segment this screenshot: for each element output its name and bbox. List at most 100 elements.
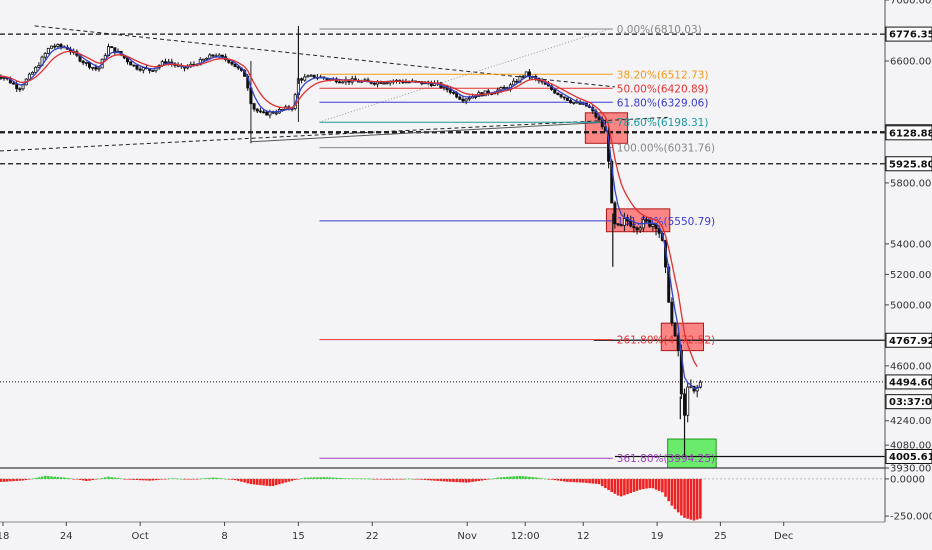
osc-bar [512, 476, 515, 479]
osc-bar [138, 478, 142, 481]
candle-body [113, 47, 117, 54]
osc-bar [47, 476, 50, 479]
candle-body [515, 80, 519, 83]
osc-bar [455, 478, 458, 483]
candle-body [651, 224, 655, 227]
osc-bar [404, 478, 408, 480]
osc-bar [179, 478, 183, 480]
osc-bar [154, 478, 158, 481]
osc-bar [40, 476, 44, 479]
candle-body [163, 61, 167, 64]
osc-bar [202, 478, 205, 480]
candle-body [141, 67, 145, 71]
osc-bar [407, 478, 411, 480]
osc-bar [281, 478, 284, 484]
y-tick-label: 5800.00 [890, 178, 931, 189]
moving-averages-layer [0, 46, 701, 389]
y-tick-label: 6600.00 [890, 56, 931, 67]
price-tag-label: 4005.61 [889, 452, 932, 463]
candle-body [50, 45, 54, 49]
osc-bar [689, 478, 693, 520]
osc-bar [411, 478, 414, 480]
osc-bar [221, 478, 224, 480]
osc-bar [157, 478, 161, 480]
osc-bar [100, 478, 104, 479]
candle-body [521, 75, 525, 78]
candle-body [265, 111, 269, 116]
candle-body [2, 77, 6, 79]
osc-bar [145, 478, 148, 481]
osc-bar [151, 478, 155, 481]
candle-body [34, 66, 38, 73]
y-tick-label: 4240.00 [890, 416, 931, 427]
osc-bar [417, 478, 420, 480]
osc-bar [509, 476, 512, 479]
osc-bar [629, 478, 633, 494]
candle-body [27, 73, 31, 80]
osc-bar [420, 478, 424, 480]
candle-body [81, 60, 85, 64]
osc-bar [309, 477, 313, 479]
osc-bar [252, 478, 256, 485]
candle-body [673, 322, 677, 337]
osc-bar [515, 476, 519, 479]
candle-body [312, 74, 316, 78]
osc-bar [661, 478, 664, 493]
osc-bar [53, 476, 56, 479]
osc-bar [24, 478, 28, 480]
osc-bar [585, 478, 588, 483]
osc-bar [392, 478, 395, 480]
candle-body [467, 97, 471, 100]
osc-bar [452, 478, 455, 482]
osc-bar [142, 478, 145, 481]
osc-bar [642, 478, 645, 490]
candle-body [56, 44, 60, 47]
osc-bar [468, 478, 471, 483]
osc-bar [195, 478, 199, 480]
osc-bar [107, 476, 110, 479]
osc-bar [217, 478, 221, 479]
candle-body [338, 81, 342, 84]
osc-bar [699, 478, 702, 519]
osc-bar [62, 477, 66, 479]
candle-body [645, 219, 649, 222]
candle-body [233, 63, 237, 68]
fib-label-7: 261.80%(4772.52) [617, 335, 715, 347]
osc-bar [211, 477, 215, 479]
osc-bar [626, 478, 629, 495]
candle-body [53, 45, 57, 48]
price-tag-box [885, 125, 932, 141]
osc-bar [75, 478, 79, 480]
candle-body [698, 381, 702, 388]
candle-body [46, 47, 50, 54]
osc-bar [654, 478, 658, 490]
osc-bar [676, 478, 680, 513]
candle-body [230, 61, 234, 65]
candle-body [132, 64, 136, 67]
osc-bar [249, 478, 253, 485]
osc-bar [581, 478, 585, 483]
price-tag-box [885, 374, 932, 390]
candle-body [597, 116, 601, 120]
candle-body [220, 54, 224, 58]
osc-bar [208, 477, 212, 479]
osc-bar [119, 478, 123, 480]
osc-bar [648, 478, 652, 489]
y-tick-label: 5400.00 [890, 239, 931, 250]
time-axis[interactable]: 18 24 Oct 8 15 22 Nov 12:00 12 19 25 Dec [0, 522, 793, 542]
osc-bar [667, 478, 671, 502]
candle-body [205, 57, 209, 60]
candle-body [252, 103, 256, 110]
price-tag-label: 4494.60 [889, 377, 932, 388]
osc-bar [458, 478, 462, 483]
osc-bar [2, 478, 6, 482]
candle-body [110, 46, 114, 49]
osc-bar [290, 478, 294, 481]
price-axis[interactable]: 7000.00 6600.00 5800.00 5400.00 5200.00 5000.… [885, 0, 932, 550]
candle-body [15, 83, 19, 90]
x-tick-label: 19 [651, 531, 664, 542]
osc-bar [278, 478, 281, 485]
osc-bar [433, 478, 436, 481]
osc-bar [461, 478, 465, 483]
